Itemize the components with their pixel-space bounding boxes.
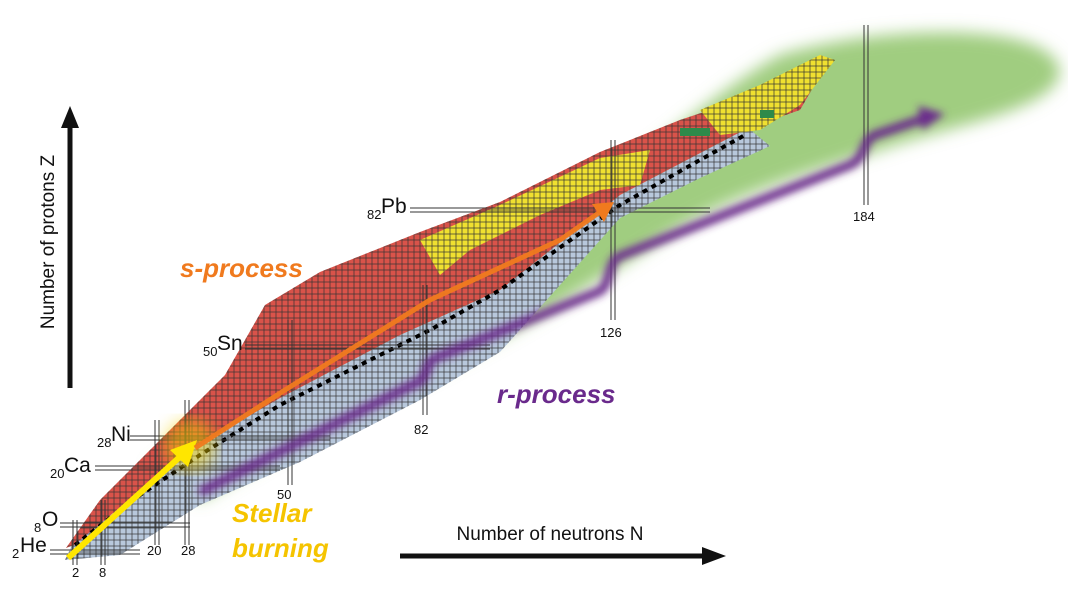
svg-text:28: 28	[97, 435, 111, 450]
z-axis-arrow	[61, 106, 79, 388]
svg-text:50: 50	[203, 344, 217, 359]
r-process-path	[197, 106, 945, 497]
element-label-he: 2 He	[12, 534, 47, 561]
magic-number-labels: 2 8 20 28 50 82 126 184	[72, 209, 875, 580]
svg-text:Sn: Sn	[217, 332, 243, 355]
stellar-burning-label-line2: burning	[232, 533, 329, 563]
s-process-label: s-process	[180, 253, 303, 283]
magic-number-82: 82	[414, 422, 428, 437]
magic-number-50: 50	[277, 487, 291, 502]
neutron-rich-nuclei	[65, 128, 770, 560]
svg-text:O: O	[42, 508, 58, 531]
svg-text:20: 20	[50, 466, 64, 481]
stellar-burning-label-line1: Stellar	[232, 498, 313, 528]
element-label-pb: 82 Pb	[367, 195, 407, 222]
svg-text:82: 82	[367, 207, 381, 222]
magic-number-28: 28	[181, 543, 195, 558]
svg-text:8: 8	[34, 520, 41, 535]
element-label-sn: 50 Sn	[203, 332, 243, 359]
magic-number-20: 20	[147, 543, 161, 558]
stellar-burning-path	[65, 419, 216, 561]
svg-text:Pb: Pb	[381, 195, 407, 218]
x-axis-label: Number of neutrons N	[457, 524, 644, 545]
element-label-ni: 28 Ni	[97, 423, 131, 450]
r-process-label: r-process	[497, 379, 616, 409]
neutron-magic-lines	[72, 25, 869, 565]
svg-text:2: 2	[12, 546, 19, 561]
element-label-ca: 20 Ca	[50, 454, 91, 481]
magic-number-8: 8	[99, 565, 106, 580]
svg-text:Ni: Ni	[111, 423, 131, 446]
svg-text:He: He	[20, 534, 47, 557]
svg-text:Ca: Ca	[64, 454, 91, 477]
magic-number-184: 184	[853, 209, 875, 224]
n-axis-arrow	[400, 547, 726, 565]
magic-number-126: 126	[600, 325, 622, 340]
y-axis-label: Number of protons Z	[38, 154, 59, 329]
proton-magic-lines	[50, 207, 710, 555]
s-process-path	[193, 202, 614, 451]
magic-number-2: 2	[72, 565, 79, 580]
